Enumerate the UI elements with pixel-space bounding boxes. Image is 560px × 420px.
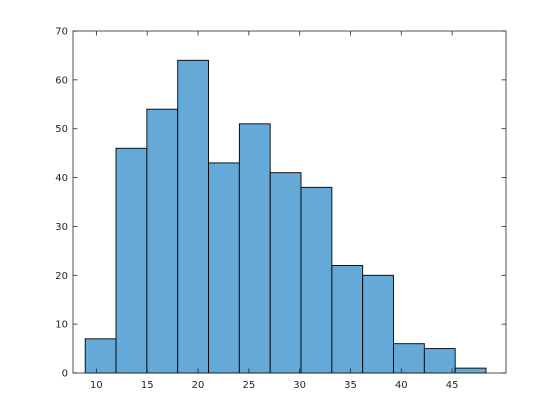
plot-frame [72, 30, 507, 374]
histogram-bar-7 [269, 172, 302, 374]
axes-box [72, 30, 507, 374]
histogram-bar-1 [84, 338, 117, 374]
x-tick-label: 45 [446, 380, 459, 391]
y-tick-label: 0 [62, 369, 68, 380]
histogram-bar-2 [115, 147, 148, 374]
x-tick-label: 30 [293, 380, 306, 391]
histogram-bar-10 [362, 274, 394, 374]
histogram-bar-9 [331, 265, 364, 374]
y-tick-label: 60 [55, 75, 68, 86]
x-tick-label: 20 [192, 380, 205, 391]
histogram-bar-3 [146, 108, 179, 374]
y-tick-label: 50 [55, 124, 68, 135]
x-tick-label: 10 [90, 380, 103, 391]
x-tick-label: 40 [395, 380, 408, 391]
histogram-bar-5 [208, 162, 240, 374]
histogram-bar-11 [393, 343, 425, 374]
y-tick-label: 10 [55, 320, 68, 331]
histogram-bar-4 [177, 59, 209, 374]
y-axis-ticks: 0 10 20 30 40 50 60 70 [55, 27, 506, 380]
y-tick-label: 70 [55, 27, 68, 38]
y-tick-label: 30 [55, 222, 68, 233]
y-tick-label: 40 [55, 173, 68, 184]
histogram-bar-6 [238, 123, 271, 374]
histogram-bars [84, 59, 487, 374]
x-axis-ticks: 10 15 20 25 30 35 40 45 [90, 31, 458, 391]
y-tick-label: 20 [55, 271, 68, 282]
x-tick-label: 35 [344, 380, 357, 391]
x-tick-label: 25 [242, 380, 255, 391]
histogram-bar-13 [454, 367, 487, 374]
histogram-bar-8 [300, 186, 333, 374]
x-tick-label: 15 [141, 380, 154, 391]
histogram-bar-12 [423, 348, 456, 374]
